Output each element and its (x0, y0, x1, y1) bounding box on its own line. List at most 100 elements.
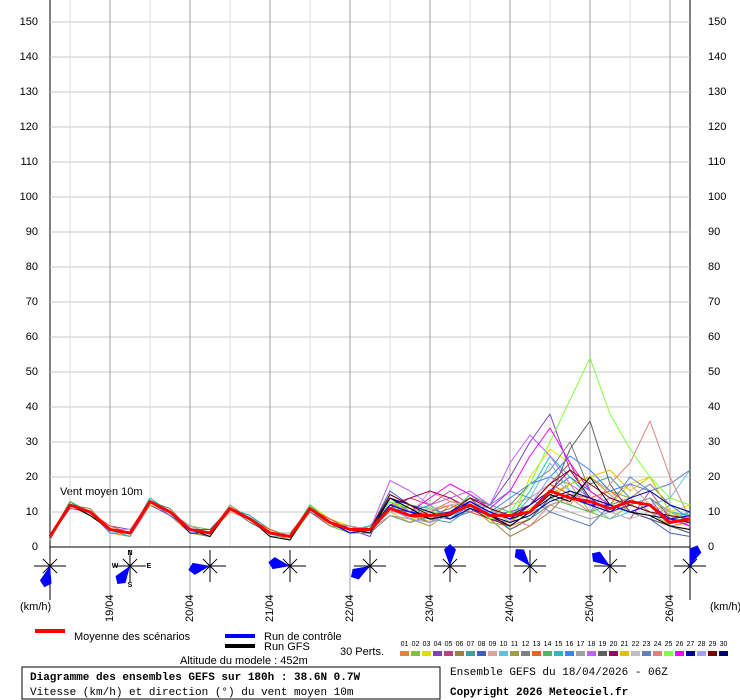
legend-label: 25 (665, 641, 673, 648)
wind-direction (689, 545, 702, 566)
y2-tick-label: 110 (708, 156, 726, 168)
series-line (48, 489, 691, 538)
copyright: Copyright 2026 Meteociel.fr (450, 687, 628, 699)
x-tick-label: 26/04 (664, 594, 676, 622)
legend-label: Moyenne des scénarios (74, 631, 191, 643)
y2-tick-label: 120 (708, 121, 726, 133)
legend-swatch (609, 651, 618, 656)
rose-axis (289, 558, 298, 567)
y-tick-label: 100 (20, 191, 38, 203)
compass-label: S (128, 582, 133, 589)
rose-axis (449, 565, 458, 574)
rose-axis (49, 565, 58, 574)
legend-swatch (455, 651, 464, 656)
annotation: Vent moyen 10m (60, 486, 143, 498)
legend-label: 21 (621, 641, 629, 648)
y-tick-label: 30 (26, 436, 38, 448)
rose-axis (42, 565, 51, 574)
x-tick-label: 22/04 (344, 594, 356, 622)
wind-direction (115, 566, 130, 585)
y-unit-label: (km/h) (20, 601, 51, 613)
rose-axis (442, 565, 451, 574)
wind-direction (188, 562, 210, 575)
legend-label: 28 (698, 641, 706, 648)
wind-direction (268, 557, 290, 570)
legend-label: 03 (423, 641, 431, 648)
legend-swatch (576, 651, 585, 656)
legend-label: 22 (632, 641, 640, 648)
legend-swatch (433, 651, 442, 656)
legend-swatch (488, 651, 497, 656)
legend-label: 26 (676, 641, 684, 648)
rose-axis (369, 558, 378, 567)
legend-swatch (510, 651, 519, 656)
legend-label: 24 (654, 641, 662, 648)
compass-label: E (147, 563, 152, 570)
y-tick-label: 60 (26, 331, 38, 343)
legend-label: 04 (434, 641, 442, 648)
rose-axis (609, 558, 618, 567)
y2-tick-label: 100 (708, 191, 726, 203)
series-line (49, 455, 691, 537)
altitude: Altitude du modele : 452m (180, 655, 308, 667)
legend-swatch (719, 651, 728, 656)
legend-label: 12 (522, 641, 530, 648)
legend-swatch (664, 651, 673, 656)
legend-label: 01 (401, 641, 409, 648)
legend-swatch (642, 651, 651, 656)
legend-swatch (565, 651, 574, 656)
rose-axis (689, 558, 698, 567)
legend-swatch (422, 651, 431, 656)
rose-axis (682, 558, 691, 567)
rose-axis (609, 565, 618, 574)
rose-axis (209, 565, 218, 574)
wind-direction (443, 544, 457, 566)
y2-tick-label: 150 (708, 16, 726, 28)
info-box (21, 666, 441, 700)
rose-axis (689, 565, 698, 574)
legend-swatch (444, 651, 453, 656)
y-tick-label: 10 (26, 506, 38, 518)
legend-swatch (598, 651, 607, 656)
chart-subtitle: Vitesse (km/h) et direction (°) du vent … (30, 687, 354, 699)
rose-axis (49, 558, 58, 567)
y-tick-label: 150 (20, 16, 38, 28)
rose-axis (129, 558, 138, 567)
y-tick-label: 140 (20, 51, 38, 63)
chart-title: Diagramme des ensembles GEFS sur 180h : … (30, 672, 360, 684)
legend-label: 20 (610, 641, 618, 648)
legend-label: 09 (489, 641, 497, 648)
legend-label: 17 (577, 641, 585, 648)
legend-label: 29 (709, 641, 717, 648)
run-info: Ensemble GEFS du 18/04/2026 - 06Z (450, 667, 668, 679)
legend-swatch (400, 651, 409, 656)
y2-tick-label: 80 (708, 261, 720, 273)
legend-swatch (697, 651, 706, 656)
wind-direction (39, 566, 52, 588)
y-tick-label: 90 (26, 226, 38, 238)
wind-direction (350, 566, 370, 580)
y2-tick-label: 20 (708, 471, 720, 483)
y-tick-label: 110 (20, 156, 38, 168)
rose-axis (449, 558, 458, 567)
rose-axis (209, 558, 218, 567)
x-tick-label: 21/04 (264, 594, 276, 622)
legend-label: 08 (478, 641, 486, 648)
legend-swatch (532, 651, 541, 656)
legend-swatch (466, 651, 475, 656)
y2-tick-label: 10 (708, 506, 720, 518)
x-tick-label: 19/04 (104, 594, 116, 622)
y-tick-label: 0 (32, 541, 38, 553)
legend-swatch (521, 651, 530, 656)
legend-label: 06 (456, 641, 464, 648)
y-tick-label: 40 (26, 401, 38, 413)
legend-swatch (620, 651, 629, 656)
rose-axis (202, 565, 211, 574)
legend-label: 27 (687, 641, 695, 648)
rose-axis (602, 565, 611, 574)
rose-axis (129, 565, 138, 574)
legend-label: 16 (566, 641, 574, 648)
rose-axis (369, 565, 378, 574)
x-tick-label: 23/04 (424, 594, 436, 622)
